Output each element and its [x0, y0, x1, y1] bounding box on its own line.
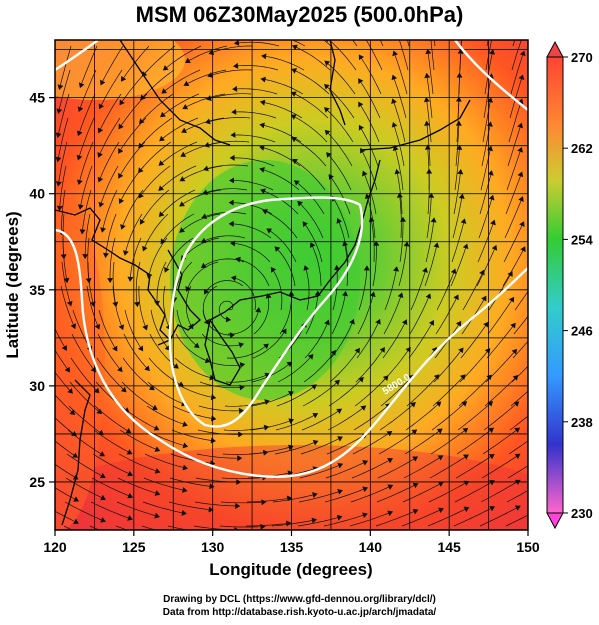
colorbar-scale [546, 56, 564, 514]
colorbar-tick-label: 230 [571, 506, 593, 521]
height-contour-5800 [55, 40, 528, 478]
y-tick-label: 30 [29, 378, 45, 394]
colorbar-tick-label: 270 [571, 50, 593, 65]
chart-title: MSM 06Z30May2025 (500.0hPa) [135, 2, 464, 27]
x-tick-label: 130 [201, 539, 225, 555]
x-tick-label: 140 [359, 539, 383, 555]
y-tick-label: 45 [29, 90, 45, 106]
x-tick-label: 125 [122, 539, 146, 555]
warm-west [55, 190, 105, 530]
x-axis: 120 125 130 135 140 145 150 [43, 530, 540, 555]
colorbar-bottom-arrow [546, 512, 564, 530]
y-tick-label: 35 [29, 282, 45, 298]
y-tick-label: 25 [29, 474, 45, 490]
lat-lon-grid [55, 40, 528, 530]
colorbar-tick-label: 246 [571, 324, 593, 339]
colorbar-tick-label: 238 [571, 415, 593, 430]
y-axis-label: Latitude (degrees) [3, 211, 22, 358]
x-tick-label: 120 [43, 539, 67, 555]
colorbar-top-arrow [546, 40, 564, 58]
x-tick-label: 135 [280, 539, 304, 555]
x-axis-label: Longitude (degrees) [209, 560, 372, 579]
warm-north [55, 40, 185, 100]
credit-data: Data from http://database.rish.kyoto-u.a… [162, 607, 437, 618]
wind-streamlines [55, 40, 528, 530]
colorbar: 270 262 254 246 238 230 [546, 40, 593, 530]
cold-core [170, 160, 360, 400]
y-axis: 25 30 35 40 45 [29, 90, 55, 490]
y-tick-label: 40 [29, 186, 45, 202]
credit-drawing: Drawing by DCL (https://www.gfd-dennou.o… [163, 594, 436, 605]
colorbar-tick-label: 262 [571, 141, 593, 156]
x-tick-label: 150 [516, 539, 540, 555]
colorbar-tick-label: 254 [571, 232, 593, 247]
x-tick-label: 145 [437, 539, 461, 555]
